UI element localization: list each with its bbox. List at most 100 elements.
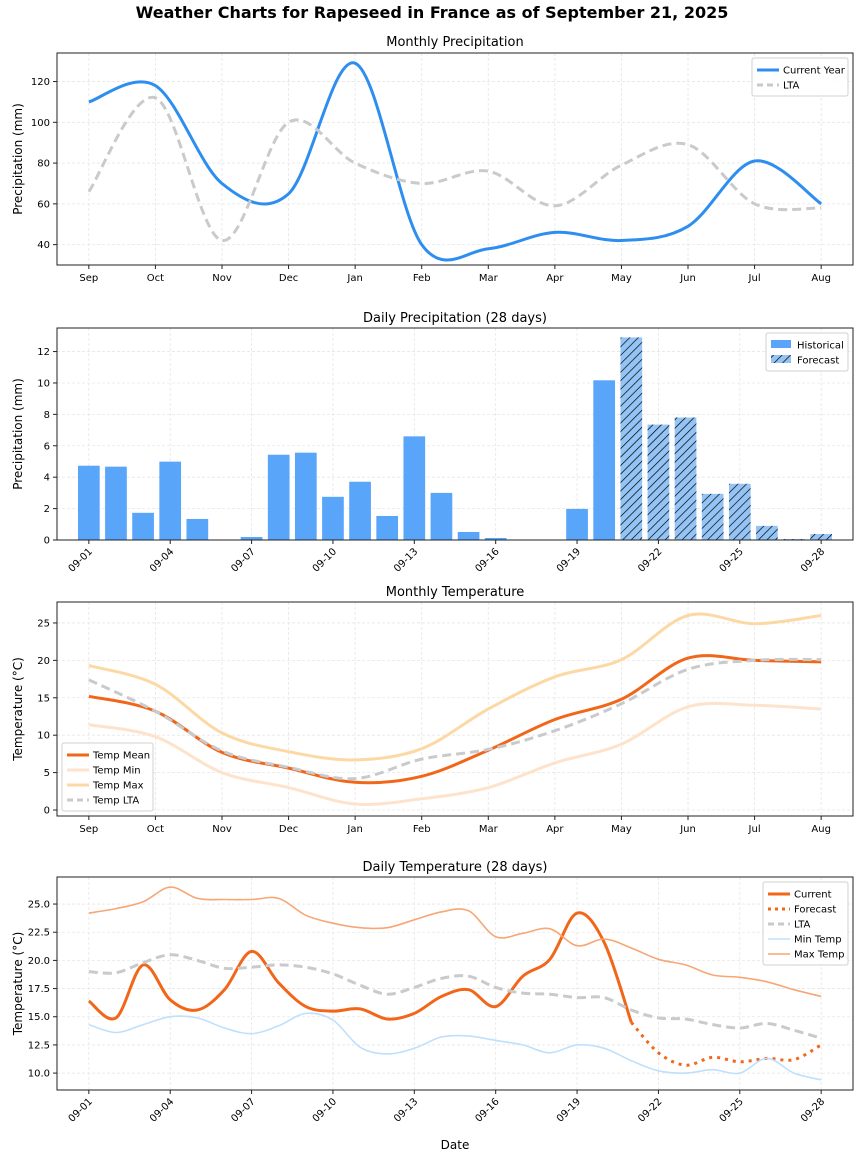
x-tick-label: 09-28	[799, 1096, 827, 1124]
x-tick-label: 09-04	[148, 546, 176, 574]
y-tick-label: 100	[31, 118, 50, 129]
x-tick-label: Mar	[479, 824, 499, 835]
x-tick-label: Dec	[279, 824, 298, 835]
x-tick-label: Oct	[147, 273, 164, 284]
x-tick-label: Jul	[748, 273, 761, 284]
bar-historical	[566, 508, 588, 540]
grid	[57, 602, 853, 816]
x-tick-label: 09-04	[148, 1096, 176, 1124]
bar-historical	[159, 461, 182, 540]
legend-label: Temp Max	[92, 781, 144, 792]
legend: Current Year LTA	[751, 57, 849, 97]
legend-swatch-historical	[771, 340, 791, 348]
bar-historical	[294, 452, 317, 540]
bar-historical	[349, 481, 371, 540]
y-tick-label: 25.0	[28, 900, 50, 911]
series-line-lta	[88, 953, 822, 1040]
grid	[57, 53, 853, 265]
monthly-precipitation-chart: Monthly Precipitation 40 60 80 100 120 Sep Oct N…	[11, 35, 854, 284]
y-tick-label: 25	[37, 618, 50, 629]
legend-label: Temp Mean	[92, 751, 150, 762]
bar-historical	[186, 518, 209, 540]
x-tick-label: 09-01	[67, 1096, 95, 1124]
x-axis-label: Date	[441, 1138, 470, 1152]
y-tick-label: 5	[44, 768, 50, 779]
y-tick-label: 120	[31, 77, 50, 88]
plot-frame	[56, 327, 854, 541]
figure-title: Weather Charts for Rapeseed in France as…	[135, 3, 729, 22]
legend-label: Forecast	[797, 356, 839, 367]
x-tick-label: 09-10	[311, 546, 339, 574]
series-line-temp-lta	[88, 657, 822, 781]
chart-title: Daily Temperature (28 days)	[362, 860, 547, 875]
x-tick-label: 09-01	[67, 546, 95, 574]
chart-title: Monthly Temperature	[386, 585, 525, 600]
legend-label: Current	[794, 890, 832, 901]
bar-historical	[457, 531, 480, 540]
x-tick-label: Nov	[212, 824, 232, 835]
series-line-temp-max	[88, 612, 822, 762]
series-line-current-year	[88, 61, 823, 262]
x-tick-label: Aug	[811, 824, 831, 835]
series-line-max-temp	[88, 886, 822, 998]
x-tick-label: 09-16	[473, 546, 501, 574]
y-axis-label: Precipitation (mm)	[11, 378, 25, 490]
y-tick-label: 20.0	[28, 956, 50, 967]
x-tick-label: 09-22	[636, 546, 664, 574]
legend: Current Forecast LTA Min Temp Max Temp	[762, 881, 849, 966]
y-axis-label: Precipitation (mm)	[11, 103, 25, 215]
x-tick-label: 09-25	[718, 546, 746, 574]
series-line-min-temp	[88, 1012, 822, 1081]
bar-historical	[430, 492, 453, 540]
bar-historical	[376, 515, 399, 540]
y-tick-label: 17.5	[28, 984, 50, 995]
y-tick-label: 4	[44, 473, 50, 484]
y-tick-label: 12	[37, 347, 50, 358]
x-tick-label: Feb	[413, 824, 431, 835]
x-tick-label: 09-13	[392, 1096, 420, 1124]
bar-forecast	[756, 525, 778, 540]
y-tick-label: 0	[44, 536, 50, 547]
bar-historical	[105, 466, 127, 540]
x-tick-label: Apr	[546, 824, 564, 835]
x-tick-label: Jan	[346, 273, 362, 284]
daily-precipitation-chart: Daily Precipitation (28 days) 0 2 4 6 8 10 12 09…	[11, 311, 854, 575]
y-axis-label: Temperature (°C)	[11, 657, 25, 762]
legend-label: Min Temp	[794, 935, 842, 946]
bar-historical	[593, 380, 616, 540]
bar-forecast	[674, 417, 697, 540]
y-axis-label: Temperature (°C)	[11, 932, 25, 1037]
series-line-forecast	[630, 1021, 822, 1067]
x-tick-label: Mar	[479, 273, 499, 284]
daily-temperature-chart: Daily Temperature (28 days) 10.0 12.5 15.0 1…	[11, 860, 854, 1152]
legend-label: Temp LTA	[92, 796, 139, 807]
y-tick-label: 15	[37, 693, 50, 704]
series-line-lta	[87, 96, 822, 242]
legend-swatch-forecast	[771, 355, 791, 363]
x-tick-label: Jun	[679, 273, 696, 284]
x-tick-label: Jan	[346, 824, 362, 835]
y-tick-label: 12.5	[28, 1040, 50, 1051]
legend-box	[751, 57, 849, 97]
y-tick-label: 2	[44, 504, 50, 515]
x-tick-label: Oct	[147, 824, 164, 835]
legend-label: Historical	[797, 341, 844, 352]
bar-forecast	[647, 424, 670, 540]
y-tick-label: 10	[37, 731, 50, 742]
legend-label: Current Year	[783, 66, 846, 77]
plot-frame	[56, 601, 854, 817]
x-tick-label: 09-19	[555, 546, 583, 574]
y-tick-label: 15.0	[28, 1012, 50, 1023]
bar-historical	[484, 537, 507, 540]
legend-box	[61, 742, 154, 812]
y-tick-label: 0	[44, 806, 50, 817]
x-tick-label: 09-13	[392, 546, 420, 574]
chart-title: Daily Precipitation (28 days)	[363, 311, 547, 326]
y-tick-label: 40	[37, 240, 50, 251]
chart-title: Monthly Precipitation	[386, 35, 523, 50]
y-tick-label: 20	[37, 656, 50, 667]
bar-forecast	[728, 483, 751, 540]
legend-label: Forecast	[794, 905, 836, 916]
y-tick-label: 8	[44, 410, 50, 421]
plot-frame	[56, 52, 854, 266]
